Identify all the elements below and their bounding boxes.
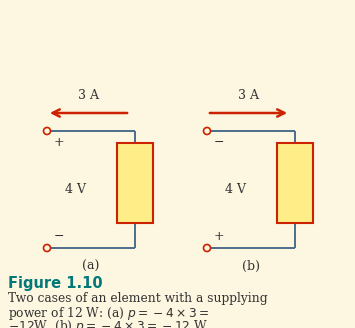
Text: 4 V: 4 V <box>65 183 86 196</box>
Text: (b): (b) <box>242 259 260 273</box>
Text: Figure 1.10: Figure 1.10 <box>8 276 103 291</box>
Text: −: − <box>214 136 224 149</box>
Circle shape <box>203 128 211 134</box>
Text: 3 A: 3 A <box>78 89 99 102</box>
Text: +: + <box>214 230 224 243</box>
Text: power of 12 W: (a) $p = -4 \times 3 =$: power of 12 W: (a) $p = -4 \times 3 =$ <box>8 305 209 322</box>
Text: −: − <box>54 230 64 243</box>
Text: +: + <box>54 136 64 149</box>
Text: (a): (a) <box>82 259 100 273</box>
Text: $-12$W, (b) $p = -4 \times 3 = -12$ W.: $-12$W, (b) $p = -4 \times 3 = -12$ W. <box>8 318 211 328</box>
Bar <box>117 143 153 223</box>
Circle shape <box>44 244 50 252</box>
Bar <box>277 143 313 223</box>
Text: Two cases of an element with a supplying: Two cases of an element with a supplying <box>8 292 268 305</box>
Circle shape <box>203 244 211 252</box>
Text: 3 A: 3 A <box>238 89 259 102</box>
Circle shape <box>44 128 50 134</box>
Text: 4 V: 4 V <box>225 183 246 196</box>
